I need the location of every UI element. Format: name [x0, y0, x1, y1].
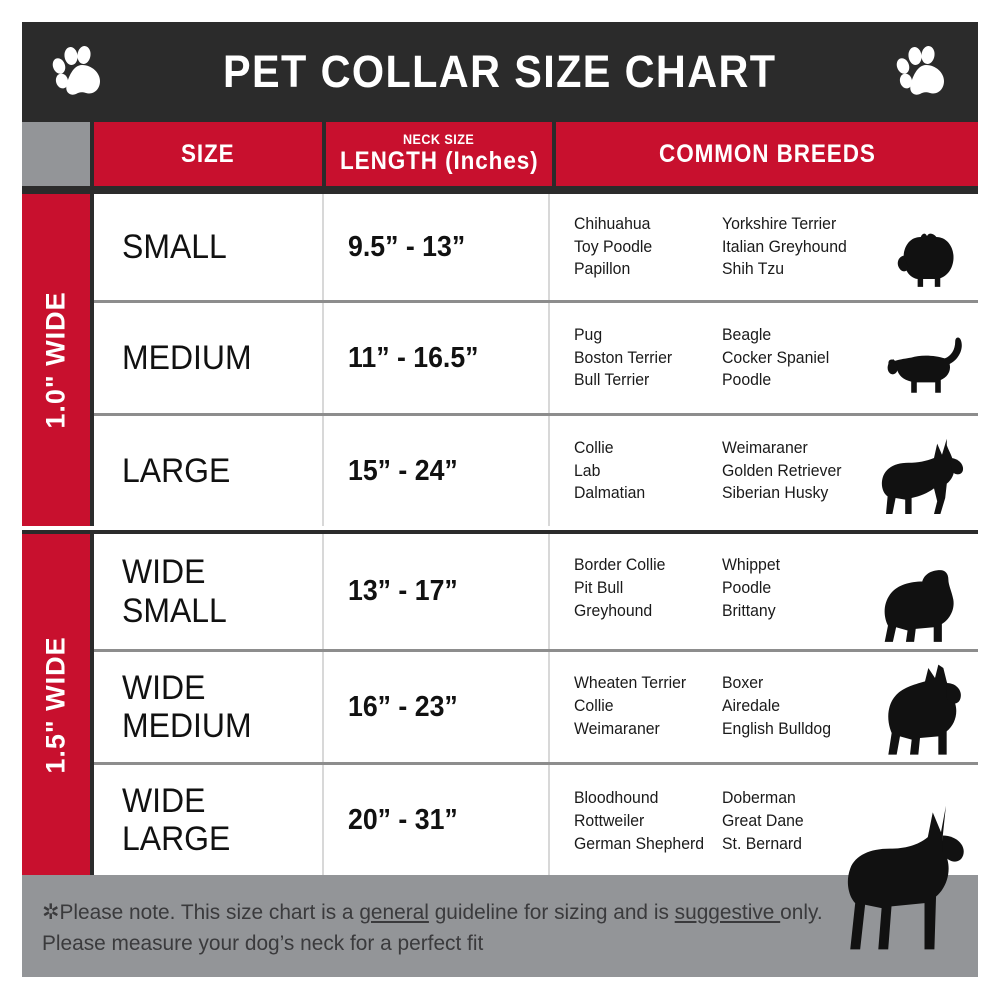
column-header-breeds: COMMON BREEDS: [556, 122, 978, 186]
table-row[interactable]: LARGE 15” - 24” Collie Lab Dalmatian Wei…: [94, 413, 978, 526]
footer-underline-general: general: [359, 900, 429, 924]
group-label-text: 1.5" WIDE: [40, 635, 71, 774]
row-size-label: WIDE SMALL: [122, 553, 227, 630]
row-breeds-column-2: Doberman Great Dane St. Bernard: [722, 788, 804, 853]
table-column-headers: SIZE NECK SIZE LENGTH (Inches) COMMON BR…: [22, 122, 978, 190]
column-header-length-label: LENGTH (Inches): [339, 147, 539, 175]
footer-line1-part3: only.: [780, 900, 823, 924]
row-size-label: WIDE MEDIUM: [122, 668, 252, 745]
footer-line1-part1: ✲Please note. This size chart is a: [42, 900, 360, 924]
beagle-silhouette-icon: [876, 333, 972, 403]
row-breeds-column-2: Yorkshire Terrier Italian Greyhound Shih…: [722, 213, 847, 279]
shepherd-silhouette-icon: [870, 434, 974, 522]
row-length-label: 16” - 23”: [348, 690, 458, 723]
footer-line1-part2: guideline for sizing and is: [428, 900, 675, 924]
row-length-label: 13” - 17”: [348, 575, 458, 607]
table-row[interactable]: MEDIUM 11” - 16.5” Pug Boston Terrier Bu…: [94, 300, 978, 413]
column-header-size-label: SIZE: [181, 139, 235, 168]
row-breeds-cell: Border Collie Pit Bull Greyhound Whippet…: [548, 534, 978, 649]
table-row[interactable]: SMALL 9.5” - 13” Chihuahua Toy Poodle Pa…: [94, 194, 978, 300]
row-size-label: WIDE LARGE: [122, 781, 231, 858]
pomeranian-silhouette-icon: [888, 224, 966, 292]
column-header-breeds-label: COMMON BREEDS: [658, 139, 876, 168]
size-group-1: 1.0" WIDE SMALL 9.5” - 13” Chihuahua Toy…: [22, 190, 978, 526]
row-size-cell: MEDIUM: [94, 303, 322, 413]
row-breeds-cell: Collie Lab Dalmatian Weimaraner Golden R…: [548, 416, 978, 526]
row-breeds-cell: Bloodhound Rottweiler German Shepherd Do…: [548, 765, 978, 950]
footer-underline-suggestive: suggestive: [674, 900, 781, 924]
row-size-cell: SMALL: [94, 194, 322, 300]
footer-note-text: ✲Please note. This size chart is a gener…: [42, 897, 927, 959]
size-group-2: 1.5" WIDE WIDE SMALL 13” - 17” Border Co…: [22, 530, 978, 950]
row-breeds-column-1: Wheaten Terrier Collie Weimaraner: [574, 673, 687, 738]
row-breeds-cell: Wheaten Terrier Collie Weimaraner Boxer …: [548, 652, 978, 762]
row-breeds-cell: Chihuahua Toy Poodle Papillon Yorkshire …: [548, 194, 978, 300]
row-size-cell: WIDE LARGE: [94, 765, 322, 875]
paw-print-icon: [50, 43, 106, 101]
chart-header: PET COLLAR SIZE CHART: [22, 22, 978, 122]
row-breeds-column-1: Pug Boston Terrier Bull Terrier: [574, 324, 673, 390]
group-label-text: 1.0" WIDE: [40, 291, 71, 429]
row-breeds-column-1: Bloodhound Rottweiler German Shepherd: [574, 788, 705, 853]
row-size-label: SMALL: [122, 227, 227, 266]
row-length-label: 15” - 24”: [348, 454, 458, 487]
group-label-1-5-wide: 1.5" WIDE: [22, 534, 90, 875]
page-title: PET COLLAR SIZE CHART: [223, 46, 777, 97]
row-length-cell: 16” - 23”: [322, 652, 548, 762]
column-header-neck-size-label: NECK SIZE: [403, 131, 475, 147]
row-breeds-column-2: Weimaraner Golden Retriever Siberian Hus…: [722, 437, 842, 503]
row-length-label: 11” - 16.5”: [348, 341, 479, 374]
row-length-cell: 11” - 16.5”: [322, 303, 548, 413]
row-length-cell: 15” - 24”: [322, 416, 548, 526]
table-row[interactable]: WIDE LARGE 20” - 31” Bloodhound Rottweil…: [94, 762, 978, 950]
group-label-1-0-wide: 1.0" WIDE: [22, 194, 90, 526]
row-length-cell: 13” - 17”: [322, 534, 548, 649]
column-header-length: NECK SIZE LENGTH (Inches): [326, 122, 552, 186]
row-length-label: 9.5” - 13”: [348, 230, 466, 263]
row-breeds-column-1: Chihuahua Toy Poodle Papillon: [574, 213, 653, 279]
boxer-silhouette-icon: [870, 664, 970, 762]
row-size-cell: WIDE SMALL: [94, 534, 322, 649]
bulldog-silhouette-icon: [870, 563, 968, 649]
table-body: 1.0" WIDE SMALL 9.5” - 13” Chihuahua Toy…: [22, 190, 978, 950]
footer-line2: Please measure your dog’s neck for a per…: [42, 931, 484, 956]
row-breeds-column-1: Collie Lab Dalmatian: [574, 437, 646, 503]
row-size-cell: WIDE MEDIUM: [94, 652, 322, 762]
row-breeds-cell: Pug Boston Terrier Bull Terrier Beagle C…: [548, 303, 978, 413]
table-row[interactable]: WIDE MEDIUM 16” - 23” Wheaten Terrier Co…: [94, 649, 978, 762]
row-breeds-column-1: Border Collie Pit Bull Greyhound: [574, 555, 666, 620]
row-size-label: MEDIUM: [122, 338, 252, 377]
row-length-cell: 20” - 31”: [322, 765, 548, 875]
row-length-cell: 9.5” - 13”: [322, 194, 548, 300]
footer-note: ✲Please note. This size chart is a gener…: [22, 875, 978, 977]
column-header-spacer: [22, 122, 90, 186]
row-breeds-column-2: Boxer Airedale English Bulldog: [722, 673, 831, 738]
table-row[interactable]: WIDE SMALL 13” - 17” Border Collie Pit B…: [94, 534, 978, 649]
row-length-label: 20” - 31”: [348, 803, 458, 836]
row-size-cell: LARGE: [94, 416, 322, 526]
row-breeds-column-2: Beagle Cocker Spaniel Poodle: [722, 324, 830, 390]
column-header-size: SIZE: [94, 122, 322, 186]
paw-print-icon: [894, 43, 950, 101]
row-size-label: LARGE: [122, 451, 231, 490]
row-breeds-column-2: Whippet Poodle Brittany: [722, 555, 781, 620]
